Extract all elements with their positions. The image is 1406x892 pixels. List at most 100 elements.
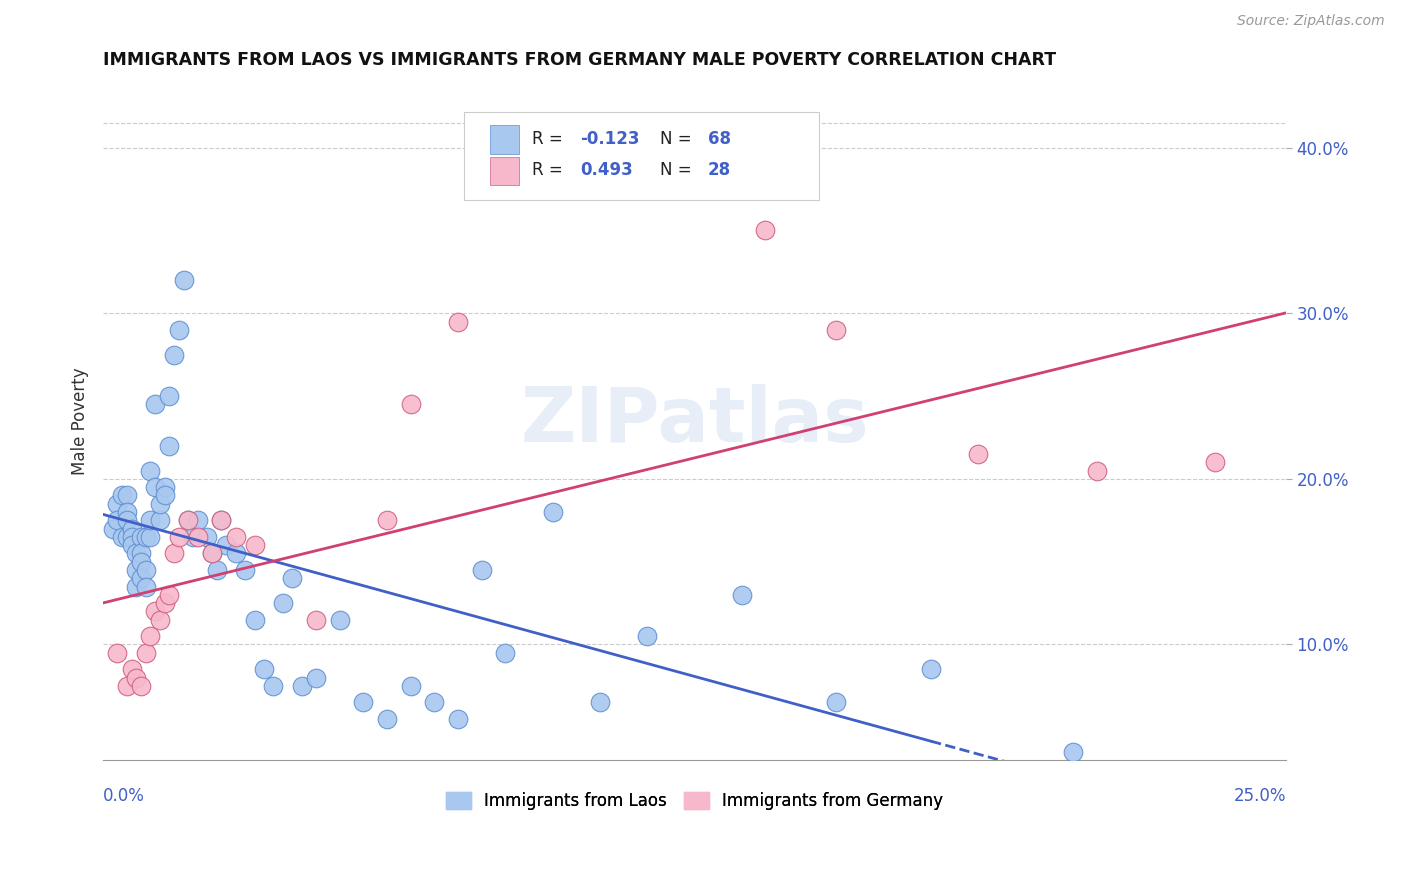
Point (129, 530, 152, 544)
Point (201, 546, 224, 560)
Point (375, 513, 398, 527)
Point (375, 712, 398, 726)
Point (121, 522, 143, 536)
Point (1062, 745, 1084, 759)
Point (352, 696, 374, 710)
Point (825, 323, 848, 337)
Point (121, 662, 143, 676)
Point (129, 546, 152, 560)
Text: Source: ZipAtlas.com: Source: ZipAtlas.com (1237, 14, 1385, 28)
Point (121, 538, 143, 552)
Point (329, 613, 352, 627)
Point (149, 513, 172, 527)
Point (115, 530, 138, 544)
Point (121, 530, 143, 544)
Point (195, 530, 218, 544)
Point (135, 580, 157, 594)
Point (135, 563, 157, 577)
Point (262, 679, 284, 693)
Text: 28: 28 (707, 161, 731, 179)
Point (589, 696, 612, 710)
Point (157, 588, 180, 602)
Point (153, 488, 176, 502)
Point (101, 522, 124, 536)
Point (305, 671, 328, 685)
Y-axis label: Male Poverty: Male Poverty (72, 368, 89, 475)
Point (967, 447, 990, 461)
Point (281, 571, 304, 585)
Point (754, 223, 776, 237)
Point (423, 696, 446, 710)
FancyBboxPatch shape (464, 112, 818, 200)
Point (105, 513, 128, 527)
Text: 25.0%: 25.0% (1233, 787, 1286, 805)
Point (920, 662, 942, 676)
Point (115, 505, 138, 519)
Point (209, 513, 232, 527)
Point (243, 613, 266, 627)
Point (125, 546, 148, 560)
Point (139, 513, 162, 527)
Point (636, 629, 658, 643)
Point (1085, 464, 1108, 478)
Point (135, 530, 157, 544)
Point (125, 671, 148, 685)
Text: N =: N = (661, 161, 697, 179)
Point (157, 439, 180, 453)
Point (167, 530, 190, 544)
Point (271, 596, 294, 610)
Point (143, 397, 166, 411)
Point (233, 563, 256, 577)
FancyBboxPatch shape (489, 126, 519, 154)
Point (825, 696, 848, 710)
Legend: Immigrants from Laos, Immigrants from Germany: Immigrants from Laos, Immigrants from Ge… (439, 785, 949, 816)
Point (105, 497, 128, 511)
Point (167, 323, 190, 337)
Point (115, 513, 138, 527)
Text: -0.123: -0.123 (579, 130, 640, 148)
Point (115, 679, 138, 693)
Point (187, 530, 209, 544)
Point (399, 679, 422, 693)
Point (149, 613, 172, 627)
Point (157, 389, 180, 403)
Text: ZIPatlas: ZIPatlas (520, 384, 869, 458)
Point (143, 604, 166, 618)
Point (205, 563, 228, 577)
Point (731, 588, 754, 602)
Point (153, 480, 176, 494)
Point (447, 712, 470, 726)
Text: N =: N = (661, 130, 697, 148)
Point (447, 314, 470, 328)
Text: 0.493: 0.493 (579, 161, 633, 179)
FancyBboxPatch shape (489, 157, 519, 186)
Text: 68: 68 (707, 130, 731, 148)
Point (129, 679, 152, 693)
Point (125, 563, 148, 577)
Point (291, 679, 314, 693)
Point (173, 273, 195, 287)
Point (215, 538, 238, 552)
Point (139, 629, 162, 643)
Point (143, 480, 166, 494)
Point (135, 646, 157, 660)
Point (225, 530, 247, 544)
Point (177, 513, 200, 527)
Text: R =: R = (533, 161, 568, 179)
Text: 0.0%: 0.0% (103, 787, 145, 805)
Text: IMMIGRANTS FROM LAOS VS IMMIGRANTS FROM GERMANY MALE POVERTY CORRELATION CHART: IMMIGRANTS FROM LAOS VS IMMIGRANTS FROM … (103, 51, 1056, 69)
Point (541, 505, 564, 519)
Point (201, 546, 224, 560)
Point (187, 513, 209, 527)
Point (115, 488, 138, 502)
Text: R =: R = (533, 130, 568, 148)
Point (125, 580, 148, 594)
Point (225, 546, 247, 560)
Point (149, 497, 172, 511)
Point (181, 530, 204, 544)
Point (399, 397, 422, 411)
Point (494, 646, 516, 660)
Point (105, 646, 128, 660)
Point (1204, 455, 1226, 469)
Point (209, 513, 232, 527)
